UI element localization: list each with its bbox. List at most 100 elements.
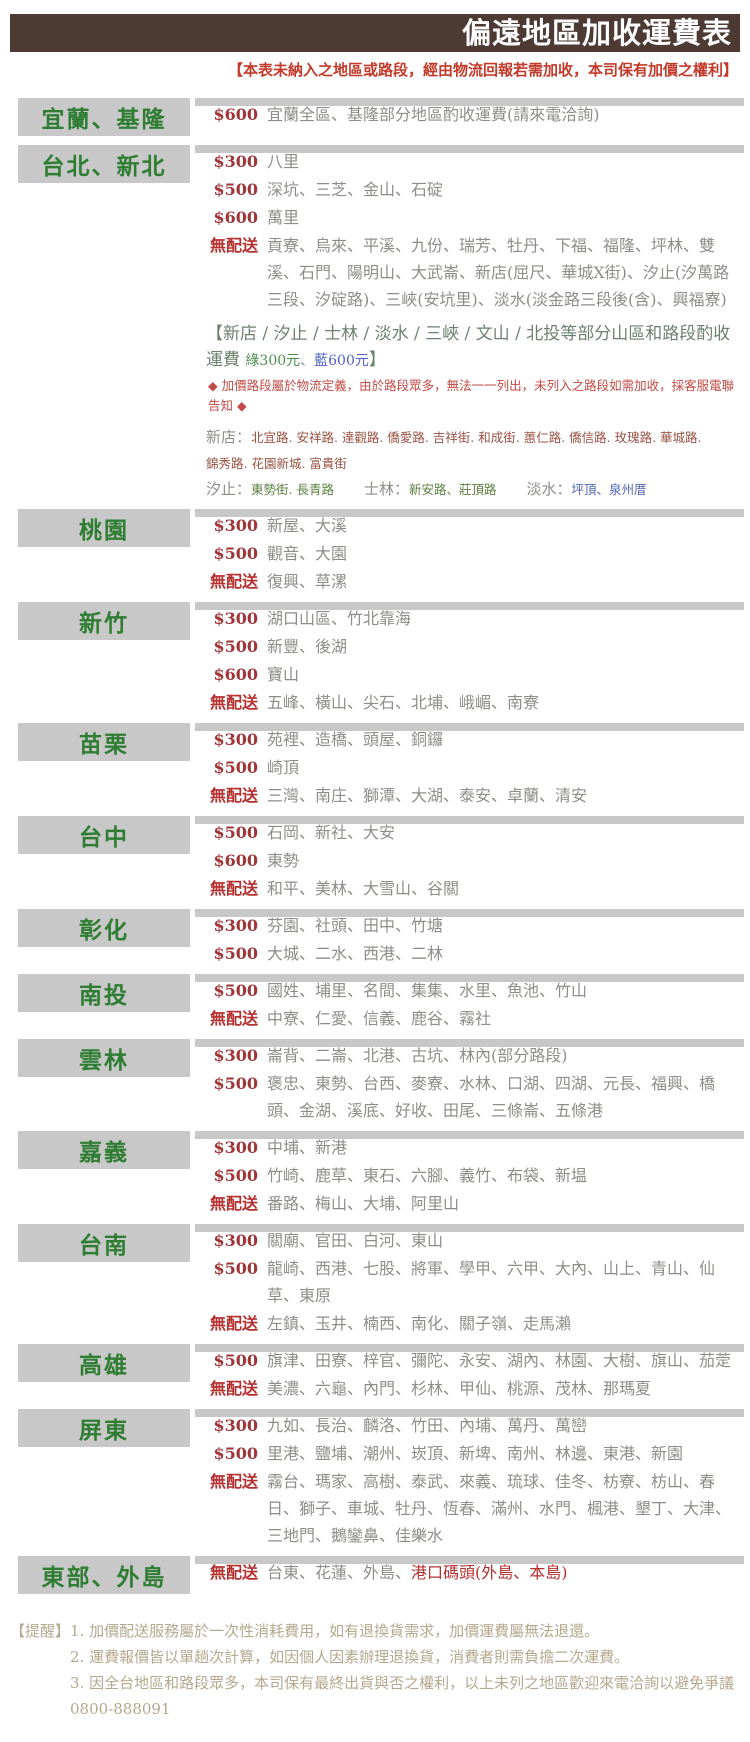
fee-rows: $300 崙背、二崙、北港、古坑、林內(部分路段) $500 褒忠、東勢、台西、麥寮、…: [206, 1039, 744, 1124]
note-headline-close: 】: [368, 350, 386, 370]
no-delivery-label: 無配送: [209, 236, 258, 255]
area-list: 五峰、橫山、尖石、北埔、峨嵋、南寮: [267, 693, 540, 712]
section-header-strip: [195, 98, 744, 106]
fee-rows: $600 宜蘭全區、基隆部分地區酌收運費(請來電洽詢): [206, 98, 744, 128]
fee-amount: $500: [213, 1166, 258, 1185]
region-label: 台南: [18, 1224, 190, 1262]
fee-amount: $300: [213, 516, 258, 535]
fee-amount: $500: [213, 944, 258, 963]
fee-amount: $500: [213, 1351, 258, 1370]
fee-row: $300 湖口山區、竹北靠海: [206, 605, 744, 632]
fee-amount: $300: [213, 916, 258, 935]
reminder-label: 【提醒】: [10, 1622, 71, 1640]
fee-rows: $500 旗津、田寮、梓官、彌陀、永安、湖內、林園、大樹、旗山、茄萣 無配送 美濃、六…: [206, 1344, 744, 1402]
road-names: 北宜路. 安祥路. 達觀路. 僑愛路. 吉祥街. 和成街. 蕙仁路. 僑信路. …: [206, 430, 702, 471]
no-delivery-label: 無配送: [209, 1194, 258, 1213]
fee-amount: $300: [213, 152, 258, 171]
fee-amount: $300: [213, 1046, 258, 1065]
fee-rows: $500 石岡、新社、大安 $600 東勢 無配送 和平、美林、大雪山、谷關: [206, 816, 744, 902]
no-delivery-label: 無配送: [209, 1472, 258, 1491]
region-section: 雲林 $300 崙背、二崙、北港、古坑、林內(部分路段) $500 褒忠、東勢、台西、麥…: [18, 1039, 744, 1124]
fee-amount: $500: [213, 1444, 258, 1463]
fee-rows: $300 新屋、大溪 $500 觀音、大園 無配送 復興、草漯: [206, 509, 744, 595]
region-section: 新竹 $300 湖口山區、竹北靠海 $500 新豐、後湖 $600 寶山 無配送 五峰、橫山、尖…: [18, 602, 744, 716]
fee-row: $600 宜蘭全區、基隆部分地區酌收運費(請來電洽詢): [206, 101, 744, 128]
fee-amount: $300: [213, 1231, 258, 1250]
section-header-strip: [195, 816, 744, 824]
fee-amount: $500: [213, 823, 258, 842]
fee-row: $500 深坑、三芝、金山、石碇: [206, 176, 744, 203]
fee-row: $500 龍崎、西港、七股、將軍、學甲、六甲、大內、山上、青山、仙草、東原: [206, 1255, 744, 1309]
fee-amount: $500: [213, 1074, 258, 1093]
fee-row: $300 九如、長治、麟洛、竹田、內埔、萬丹、萬巒: [206, 1412, 744, 1439]
area-list: 東勢: [267, 851, 300, 870]
fee-amount: $600: [213, 665, 258, 684]
area-list: 關廟、官田、白河、東山: [267, 1231, 444, 1250]
section-header-strip: [195, 974, 744, 982]
fee-row: 無配送 中寮、仁愛、信義、鹿谷、霧社: [206, 1005, 744, 1032]
fee-row: 無配送 貢寮、烏來、平溪、九份、瑞芳、牡丹、下福、福隆、坪林、雙溪、石門、陽明山、…: [206, 232, 744, 313]
no-delivery-label: 無配送: [209, 1009, 258, 1028]
region-label: 雲林: [18, 1039, 190, 1077]
district-label: 士林：: [363, 480, 409, 498]
fee-rows: $300 九如、長治、麟洛、竹田、內埔、萬丹、萬巒 $500 里港、鹽埔、潮州、崁頂、…: [206, 1409, 744, 1549]
road-note-entry: 淡水：坪頂、泉州厝: [527, 476, 647, 502]
fee-row: $500 石岡、新社、大安: [206, 819, 744, 846]
section-header-strip: [195, 145, 744, 153]
area-list: 萬里: [267, 208, 300, 227]
fee-row: $500 國姓、埔里、名間、集集、水里、魚池、竹山: [206, 977, 744, 1004]
region-label: 台北、新北: [18, 145, 190, 183]
no-delivery-label: 無配送: [209, 786, 258, 805]
area-list: 湖口山區、竹北靠海: [267, 609, 412, 628]
fee-row: $300 新屋、大溪: [206, 512, 744, 539]
fee-row: $300 芬園、社頭、田中、竹塘: [206, 912, 744, 939]
note-warning: ◆ 加價路段屬於物流定義，由於路段眾多，無法一一列出，未列入之路段如需加收，採客…: [208, 378, 735, 413]
section-header-strip: [195, 909, 744, 917]
surcharge-note: 【新店 / 汐止 / 士林 / 淡水 / 三峽 / 文山 / 北投等部分山區和路…: [206, 321, 744, 502]
area-list: 竹崎、鹿草、東石、六腳、義竹、布袋、新塭: [267, 1166, 588, 1185]
area-list: 和平、美林、大雪山、谷關: [267, 879, 460, 898]
fee-row: $500 里港、鹽埔、潮州、崁頂、新埤、南州、林邊、東港、新園: [206, 1440, 744, 1467]
fee-row: 無配送 三灣、南庄、獅潭、大湖、泰安、卓蘭、清安: [206, 782, 744, 809]
fee-color-tag: 藍600元: [314, 353, 369, 369]
area-list: 左鎮、玉井、楠西、南化、關子嶺、走馬瀨: [267, 1314, 572, 1333]
fee-row: 無配送 復興、草漯: [206, 568, 744, 595]
region-label: 桃園: [18, 509, 190, 547]
fee-row: 無配送 番路、梅山、大埔、阿里山: [206, 1190, 744, 1217]
fee-color-tag: 、: [300, 353, 315, 369]
reminder-lines: 1. 加價配送服務屬於一次性消耗費用，如有退換貨需求，加價運費屬無法退還。 2. …: [70, 1618, 740, 1722]
area-list: 霧台、瑪家、高樹、泰武、來義、琉球、佳冬、枋寮、枋山、春日、獅子、車城、牡丹、恆…: [267, 1472, 732, 1545]
fee-rows: $300 湖口山區、竹北靠海 $500 新豐、後湖 $600 寶山無配送 五峰、橫山、尖石、…: [206, 602, 744, 716]
section-header-strip: [195, 602, 744, 610]
section-header-strip: [195, 1344, 744, 1352]
section-header-strip: [195, 1556, 744, 1564]
region-section: 嘉義 $300 中埔、新港 $500 竹崎、鹿草、東石、六腳、義竹、布袋、新塭 無配送 番路…: [18, 1131, 744, 1217]
region-label: 宜蘭、基隆: [18, 98, 190, 136]
area-list: 三灣、南庄、獅潭、大湖、泰安、卓蘭、清安: [267, 786, 588, 805]
area-list: 崎頂: [267, 758, 300, 777]
fee-amount: $600: [213, 208, 258, 227]
area-list: 大城、二水、西港、二林: [267, 944, 444, 963]
page-title-bar: 偏遠地區加收運費表: [10, 14, 740, 52]
region-label: 高雄: [18, 1344, 190, 1382]
fee-amount: $500: [213, 637, 258, 656]
note-headline-text: 【新店 / 汐止 / 士林 / 淡水 / 三峽 / 文山 / 北投等部分山區和路…: [206, 324, 731, 370]
area-list: 苑裡、造橋、頭屋、銅鑼: [267, 730, 444, 749]
fee-row: $500 新豐、後湖: [206, 633, 744, 660]
no-delivery-label: 無配送: [209, 693, 258, 712]
fee-row: $600 萬里: [206, 204, 744, 231]
remote-area-fee-notice: 偏遠地區加收運費表 【本表未納入之地區或路段，經由物流回報若需加收，本司保有加價…: [0, 14, 750, 1742]
fee-rows: $300 芬園、社頭、田中、竹塘 $500 大城、二水、西港、二林: [206, 909, 744, 967]
fee-row: 無配送 左鎮、玉井、楠西、南化、關子嶺、走馬瀨: [206, 1310, 744, 1337]
fee-amount: $600: [213, 105, 258, 124]
road-note-entry: 新店：北宜路. 安祥路. 達觀路. 僑愛路. 吉祥街. 和成街. 蕙仁路. 僑信…: [206, 424, 714, 476]
road-names: 新安路、莊頂路: [408, 482, 497, 497]
section-header-strip: [195, 1224, 744, 1232]
region-section: 台南 $300 關廟、官田、白河、東山 $500 龍崎、西港、七股、將軍、學甲、六甲、大…: [18, 1224, 744, 1337]
fee-row: $600 寶山: [206, 661, 744, 688]
section-header-strip: [195, 509, 744, 517]
area-list: 九如、長治、麟洛、竹田、內埔、萬丹、萬巒: [267, 1416, 588, 1435]
region-label: 東部、外島: [18, 1556, 190, 1594]
road-notes: 新店：北宜路. 安祥路. 達觀路. 僑愛路. 吉祥街. 和成街. 蕙仁路. 僑信…: [206, 424, 744, 502]
road-note-entry: 士林：新安路、莊頂路: [364, 476, 497, 502]
